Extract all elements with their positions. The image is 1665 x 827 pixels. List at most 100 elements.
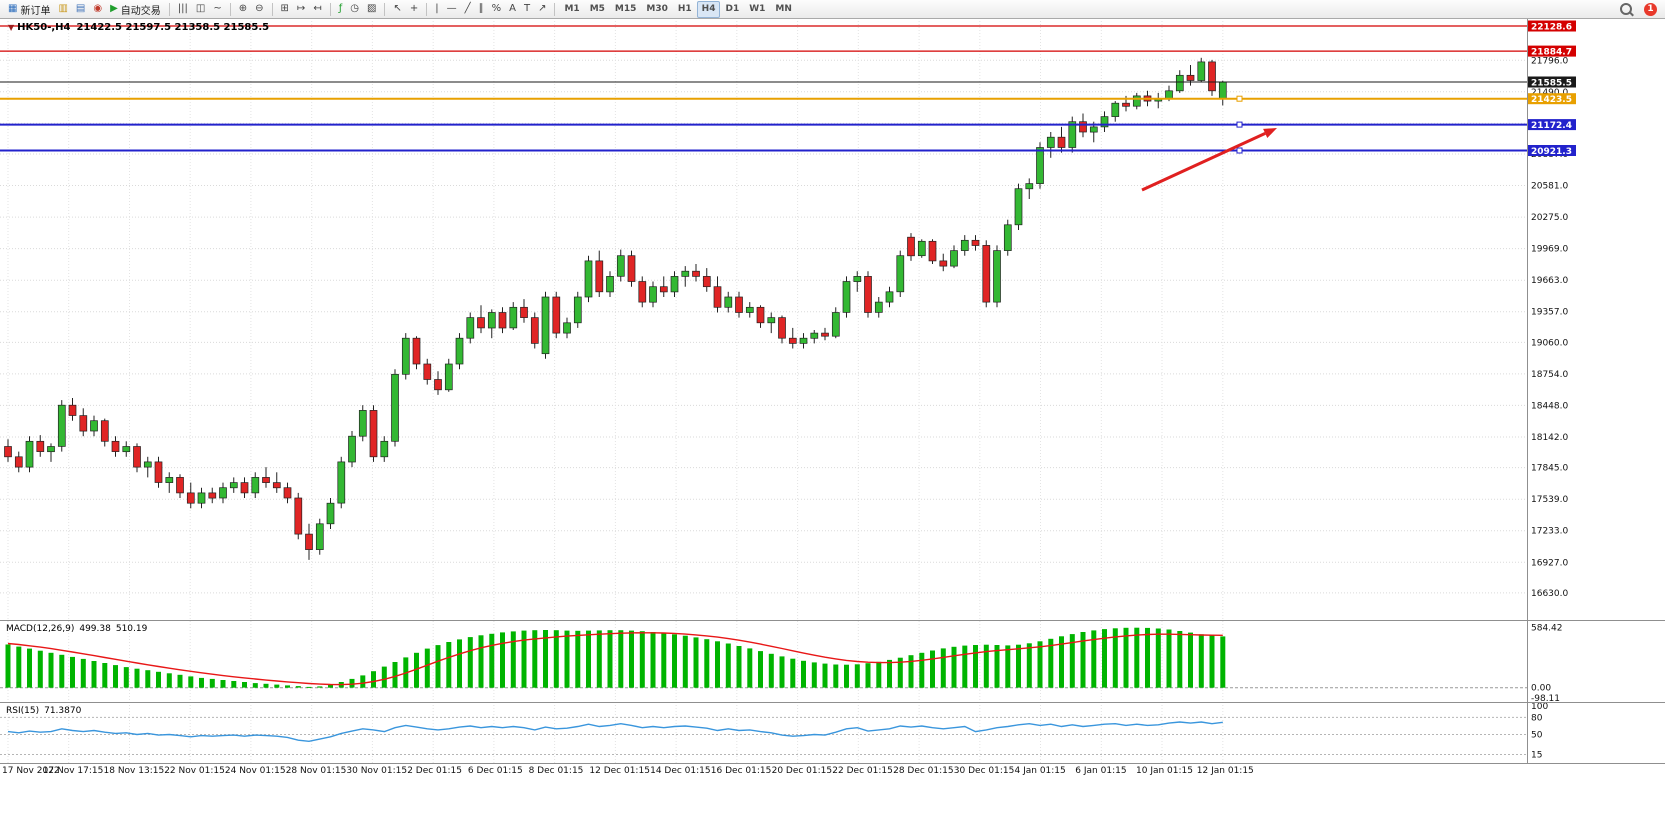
candle [272,482,281,489]
candle [530,317,539,344]
candle [670,276,679,293]
line-chart-icon: ~ [213,3,222,14]
vertical-line-button[interactable]: | [431,1,442,18]
candle [520,306,528,318]
macd-histogram-bar [865,663,871,688]
indicators-button[interactable]: ƒ [335,1,347,18]
macd-histogram-bar [575,630,581,688]
candle [864,276,872,313]
text-button[interactable]: A [505,1,520,18]
candle [584,260,593,298]
candle [1208,61,1216,92]
candle [842,281,851,313]
auto-scroll-button[interactable]: ↦ [293,1,309,18]
macd-histogram-bar [435,645,441,688]
horizontal-line-button[interactable]: — [443,1,461,18]
tf-w1-button[interactable]: W1 [749,4,766,14]
macd-histogram-bar [1177,631,1183,688]
candle [100,420,109,442]
price-badges: 22128.6 21884.7 21585.5 21423.5 21172.4 20921… [1528,20,1576,157]
arrows-tool-button[interactable]: ↗ [534,1,550,18]
macd-main-value: 499.38 [79,624,111,634]
trend-arrow-annotation[interactable] [1141,128,1277,192]
chart-shift-button[interactable]: ↤ [309,1,325,18]
tf-h1-button[interactable]: H1 [677,4,692,14]
search-button[interactable] [1616,1,1636,18]
candle [1036,147,1044,184]
macd-histogram-bar [306,686,312,688]
macd-histogram-bar [70,656,75,688]
top-toolbar: ▦ 新订单 ▥ ▤ ◉ ▶ 自动交易 ||| ◫ ~ ⊕ ⊖ ⊞ ↦ ↤ ƒ ◷ ▨ ↖ + | — ╱ ∥% A T ↗ M1 M5 M… [0,0,1665,19]
candle [1014,188,1023,226]
trendline-button[interactable]: ╱ [461,1,475,18]
notification-badge[interactable]: 1 [1644,2,1657,16]
time-label: 6 Jan 01:15 [1075,766,1126,776]
toolbar-group: | — ╱ ∥% A T ↗ [431,1,550,18]
candle [831,312,840,337]
tf-d1-button[interactable]: D1 [725,4,740,14]
candle [315,523,324,550]
crosshair-button[interactable]: + [406,1,422,18]
alerts-button[interactable]: ◉ [89,1,106,18]
candle [993,250,1001,303]
svg-text:17539.0: 17539.0 [1531,495,1568,505]
support-line-2-handle[interactable] [1236,147,1243,154]
macd-histogram-bar [521,630,527,688]
macd-histogram-bar [457,639,462,688]
macd-histogram-bar [59,654,65,688]
candle [692,270,700,277]
tf-m15-button[interactable]: M15 [614,4,637,14]
candle [455,337,464,365]
tf-m30-button[interactable]: M30 [646,4,668,14]
macd-signal-value: 510.19 [115,624,148,634]
macd-histogram-bar [102,663,108,688]
bar-chart-button[interactable]: ||| [174,1,192,18]
tf-h4-button[interactable]: H4 [696,0,721,18]
fibonacci-button[interactable]: % [488,1,506,18]
toolbar-group: M1 M5 M15 M30 H1 H4 D1 W1 MN [559,0,796,18]
candle [466,317,475,339]
candle [251,477,260,494]
support-line-1-handle[interactable] [1236,121,1243,128]
candle [1197,61,1206,81]
macd-histogram-bar [5,644,11,688]
orange-level-line-handle[interactable] [1236,95,1243,102]
macd-histogram-bar [1037,641,1043,688]
candle [767,317,776,324]
market-watch-button[interactable]: ▥ [54,1,71,18]
zoom-in-button[interactable]: ⊕ [235,1,251,18]
svg-text:17233.0: 17233.0 [1531,527,1568,537]
new-order-button[interactable]: ▦ 新订单 [4,1,54,18]
zoom-out-button[interactable]: ⊖ [251,1,267,18]
macd-histogram-bar [1016,644,1021,688]
toolbar-group: ||| ◫ ~ [174,1,226,18]
svg-text:16630.0: 16630.0 [1531,589,1568,599]
svg-text:19969.0: 19969.0 [1531,245,1568,255]
candle [1111,102,1120,117]
line-chart-button[interactable]: ~ [209,1,225,18]
time-label: 24 Nov 01:15 [225,766,286,776]
periods-button[interactable]: ◷ [346,1,363,18]
market-watch-icon: ▥ [58,3,68,14]
text-label-button[interactable]: T [520,1,534,18]
horizontal-lines[interactable] [0,25,1527,154]
macd-indicator-label: MACD(12,26,9) 499.38 510.19 [6,624,147,634]
tile-windows-button[interactable]: ⊞ [277,1,293,18]
candlestick-chart-button[interactable]: ◫ [192,1,209,18]
macd-histogram-bar [747,648,753,688]
candle [1100,116,1109,128]
templates-button[interactable]: ▨ [363,1,380,18]
candle [971,239,980,246]
tf-m1-button[interactable]: M1 [564,4,580,14]
equidistant-channel-button[interactable]: ∥ [475,1,488,18]
data-window-button[interactable]: ▤ [72,1,89,18]
alerts-icon: ◉ [93,3,103,14]
autotrading-button[interactable]: ▶ 自动交易 [106,1,165,18]
cursor-button[interactable]: ↖ [389,1,405,18]
macd-histogram-bar [371,671,376,688]
tf-mn-button[interactable]: MN [775,4,792,14]
tf-m5-button[interactable]: M5 [589,4,605,14]
macd-histogram-bar [349,678,355,688]
macd-histogram-bar [543,630,548,688]
